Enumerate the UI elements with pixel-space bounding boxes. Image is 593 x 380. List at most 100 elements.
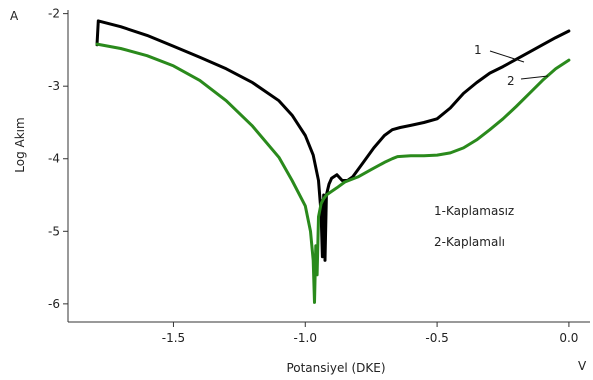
curve-label-2: 2: [507, 74, 515, 88]
series-2-point: [146, 54, 148, 57]
series-2-point: [515, 105, 517, 108]
series-1-point: [304, 134, 307, 137]
series-1-point: [278, 99, 280, 102]
curve-label-1: 1: [474, 43, 482, 57]
series-2-point: [199, 79, 201, 82]
series-2-point: [316, 274, 318, 276]
series-1-point: [541, 44, 544, 46]
y-tick-label: -6: [48, 297, 60, 311]
series-2-point: [330, 190, 333, 193]
series-1-point: [373, 147, 375, 149]
axis-ticks: -1.5 -1.0 -0.5 0.0 -2 -3 -4 -5 -6: [48, 7, 578, 345]
series-2-point: [383, 161, 386, 164]
series-1-point: [328, 183, 330, 185]
series-2-point: [317, 216, 320, 218]
series-1-point: [462, 92, 465, 95]
x-axis-title: Potansiyel (DKE): [286, 361, 385, 375]
series-1-point: [291, 114, 293, 116]
series-1-point: [554, 36, 557, 39]
series-1-line: [95, 19, 571, 262]
series-1-point: [324, 259, 326, 262]
series-2-point: [409, 155, 412, 157]
series-1-point: [225, 68, 227, 70]
series-1-point: [119, 25, 122, 28]
series-2-point: [313, 301, 316, 304]
data-series: [95, 19, 571, 304]
series-1-point: [502, 65, 504, 68]
series-2-point: [309, 230, 312, 233]
x-unit-label: V: [578, 359, 587, 373]
series-2-point: [312, 259, 315, 262]
curve-label-2-leader: [520, 75, 549, 80]
series-2-point: [320, 202, 322, 205]
x-tick-label: -0.5: [425, 331, 448, 345]
series-1-point: [449, 107, 452, 109]
series-2-point: [325, 194, 328, 196]
series-1-point: [436, 118, 438, 120]
series-1-point: [317, 179, 320, 182]
y-tick-label: -3: [48, 79, 60, 93]
series-1-point: [312, 154, 315, 156]
series-2-point: [278, 156, 280, 159]
series-2-point: [344, 181, 346, 183]
series-2-point: [396, 155, 399, 158]
series-1-point: [172, 45, 175, 48]
series-1-point: [423, 121, 425, 124]
series-1-point: [199, 56, 201, 58]
series-2-line: [95, 42, 571, 304]
y-unit-label: A: [10, 9, 19, 23]
legend-entry-2: 2-Kaplamalı: [434, 235, 505, 249]
y-tick-label: -4: [48, 152, 60, 166]
series-1-point: [362, 161, 365, 164]
series-2-point: [291, 179, 293, 182]
series-1-point: [330, 177, 333, 180]
series-1-point: [391, 128, 394, 131]
series-1-point: [489, 72, 491, 74]
series-2-point: [315, 245, 317, 247]
x-tick-label: 0.0: [559, 331, 578, 345]
series-2-point: [336, 187, 338, 189]
series-2-point: [475, 139, 478, 141]
x-tick-label: -1.5: [162, 331, 185, 345]
series-1-point: [475, 81, 478, 84]
x-tick-label: -1.0: [294, 331, 317, 345]
series-1-point: [341, 179, 344, 182]
y-axis-title: Log Akım: [13, 117, 27, 172]
series-2-point: [304, 205, 307, 207]
series-1-point: [146, 34, 148, 37]
series-1-point: [251, 81, 254, 84]
series-1-point: [568, 30, 570, 32]
series-2-point: [119, 47, 122, 50]
series-1-point: [322, 194, 325, 196]
series-2: [95, 42, 571, 304]
curve-label-1-leader: [489, 50, 525, 63]
series-1: [95, 19, 571, 262]
series-1-point: [409, 124, 412, 127]
series-2-point: [502, 118, 504, 120]
series-2-point: [528, 92, 531, 95]
series-1-point: [321, 255, 324, 258]
series-2-point: [251, 125, 254, 127]
series-1-point: [528, 51, 531, 53]
series-2-point: [391, 157, 394, 160]
series-2-point: [568, 59, 570, 61]
series-2-point: [322, 197, 325, 200]
y-tick-label: -5: [48, 224, 60, 238]
series-2-point: [225, 99, 227, 102]
series-2-point: [370, 168, 373, 171]
series-1-point: [383, 134, 386, 137]
series-1-point: [97, 20, 100, 22]
series-2-point: [357, 176, 359, 178]
series-2-point: [541, 79, 544, 82]
series-2-point: [436, 154, 438, 156]
series-2-point: [462, 147, 465, 149]
series-2-point: [96, 43, 98, 45]
legend-entry-1: 1-Kaplamasız: [434, 204, 514, 218]
series-2-point: [449, 152, 452, 154]
series-1-point: [336, 173, 338, 176]
y-tick-label: -2: [48, 7, 60, 21]
series-1-point: [399, 126, 402, 129]
series-2-point: [172, 65, 175, 67]
series-2-point: [554, 68, 557, 70]
